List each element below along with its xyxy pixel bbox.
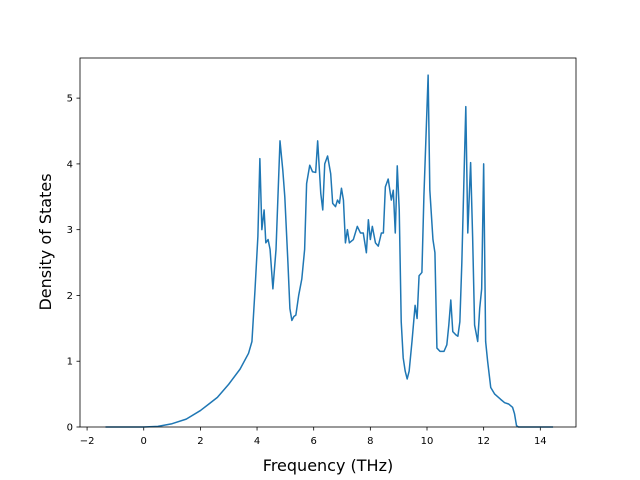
y-tick-label: 2 [67,291,73,302]
axes-frame [79,57,577,428]
x-tick-label: 14 [534,436,547,447]
y-tick-label: 3 [67,225,73,236]
x-tick-label: 0 [141,436,147,447]
x-tick-label: 12 [477,436,490,447]
y-tick-label: 5 [67,94,73,105]
y-tick-label: 0 [67,423,73,434]
x-tick-label: 6 [311,436,317,447]
y-tick-label: 1 [67,357,73,368]
line [105,74,554,428]
x-tick-label: 10 [421,436,434,447]
x-axis-label: Frequency (THz) [263,456,393,475]
y-tick-label: 4 [67,159,73,170]
x-tick-label: 2 [197,436,203,447]
y-axis-label: Density of States [36,173,55,310]
x-tick-label: 4 [254,436,260,447]
x-tick-label: 8 [367,436,373,447]
x-tick-label: −2 [80,436,95,447]
